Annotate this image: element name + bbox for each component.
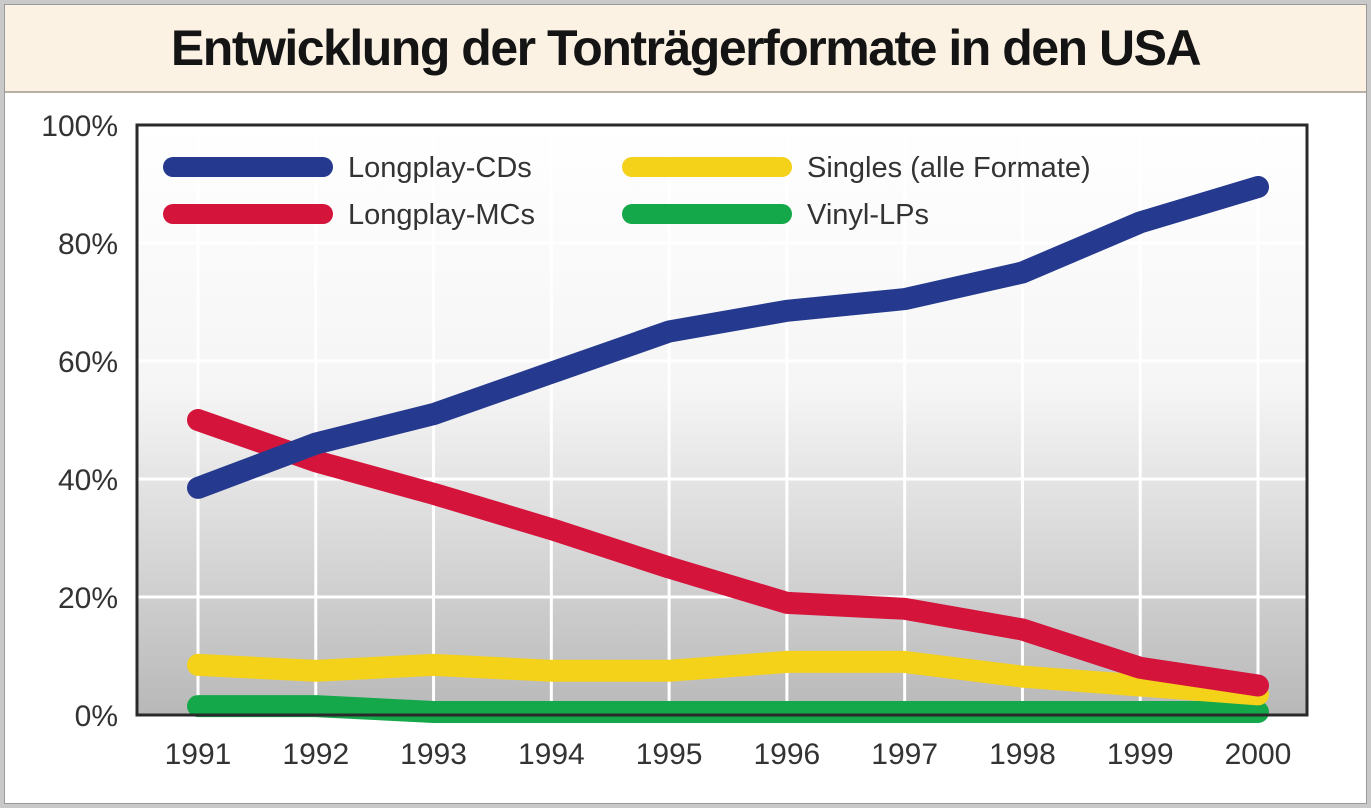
- x-tick-label: 1999: [1107, 738, 1174, 771]
- x-tick-label: 1992: [282, 738, 349, 771]
- y-tick-label: 100%: [41, 110, 118, 143]
- x-tick-label: 1996: [754, 738, 821, 771]
- x-tick-label: 1995: [636, 738, 703, 771]
- x-tick-label: 1993: [400, 738, 467, 771]
- y-tick-label: 80%: [58, 228, 118, 261]
- y-tick-label: 60%: [58, 346, 118, 379]
- x-tick-label: 2000: [1225, 738, 1292, 771]
- legend-label: Vinyl-LPs: [807, 199, 929, 231]
- y-tick-label: 20%: [58, 582, 118, 615]
- legend-label: Longplay-MCs: [348, 199, 535, 231]
- series-line-longplay-cds: [187, 176, 1269, 499]
- x-axis-ticks: 1991 1992 1993 1994 1995 1996 1997 1998 1999 2000: [165, 738, 1292, 771]
- legend: Longplay-CDs Longplay-MCs Singles (alle Fo…: [163, 152, 1091, 231]
- y-axis-ticks: 0% 20% 40% 60% 80% 100%: [41, 110, 118, 733]
- title-bar: Entwicklung der Tonträgerformate in den …: [5, 5, 1366, 93]
- y-tick-label: 0%: [75, 700, 118, 733]
- chart-title: Entwicklung der Tonträgerformate in den …: [170, 20, 1202, 76]
- plot-border: [135, 123, 1309, 717]
- series-line-longplay-mcs: [187, 409, 1269, 697]
- legend-label: Longplay-CDs: [348, 152, 532, 184]
- legend-label: Singles (alle Formate): [807, 152, 1091, 184]
- x-tick-label: 1994: [518, 738, 585, 771]
- series-line-vinyl-lps: [187, 695, 1269, 723]
- x-tick-label: 1991: [165, 738, 232, 771]
- series-lines: [187, 176, 1269, 723]
- y-tick-label: 40%: [58, 464, 118, 497]
- series-line-singles-alle-formate: [187, 650, 1269, 706]
- x-tick-label: 1997: [871, 738, 938, 771]
- x-tick-label: 1998: [989, 738, 1056, 771]
